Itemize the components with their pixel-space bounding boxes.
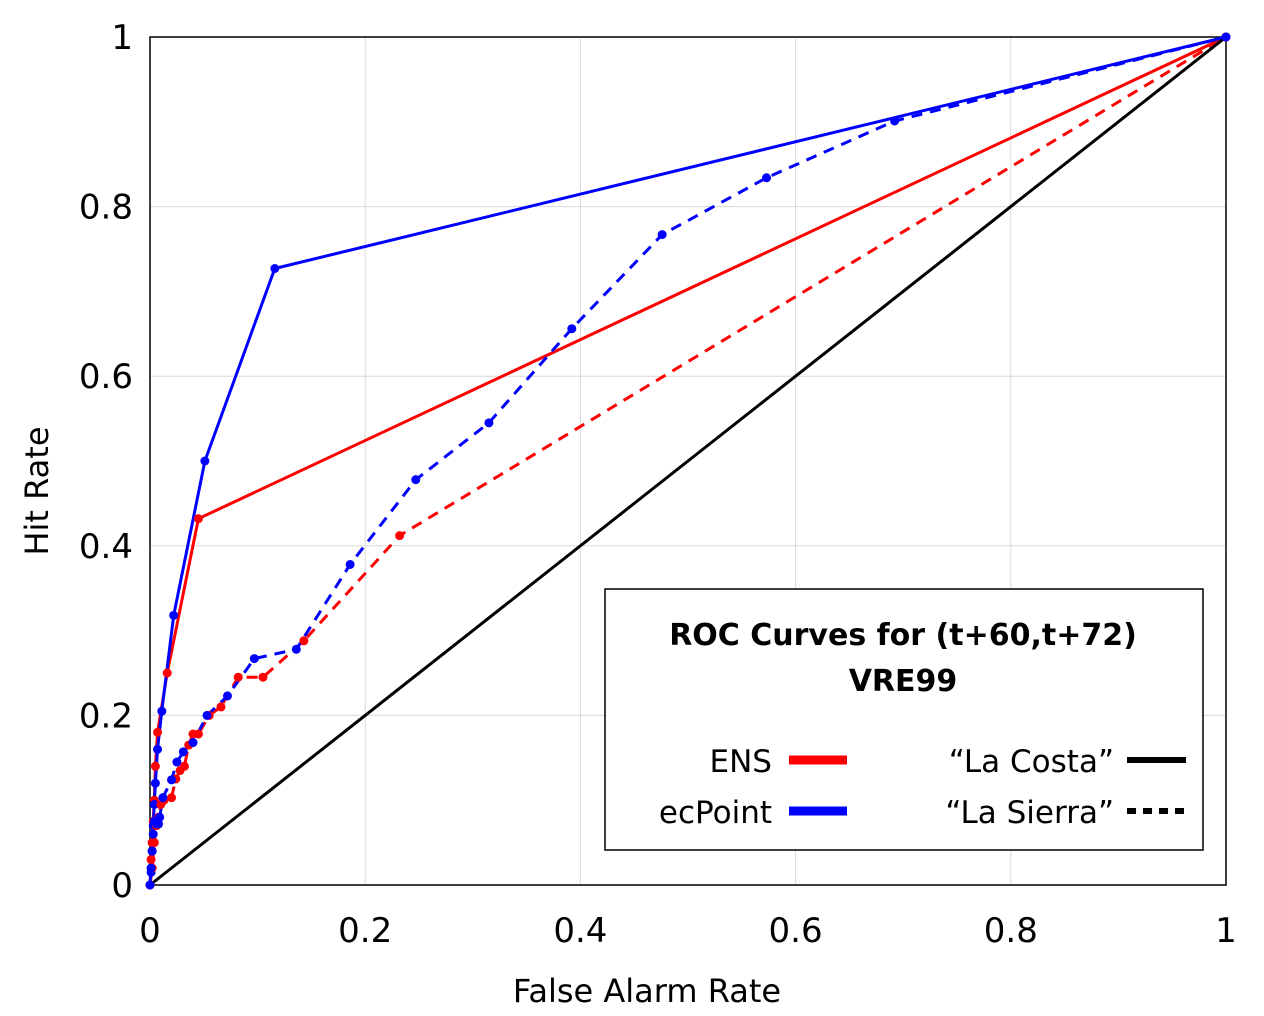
data-point-ecpoint-la-sierra [249,654,259,664]
data-point-ecpoint-la-sierra [345,559,355,569]
data-point-ecpoint-la-costa [157,706,167,716]
data-point-ecpoint-la-sierra [291,644,301,654]
data-point-ecpoint-la-sierra [762,173,772,183]
data-point-ecpoint-la-costa [200,456,210,466]
y-tick-label: 0.2 [79,696,133,736]
data-point-ens-la-sierra [193,729,203,739]
data-point-ecpoint-la-costa [149,799,159,809]
x-tick-label: 0.2 [338,911,392,951]
legend-label-ens: ENS [710,744,772,780]
data-point-ens-la-sierra [179,761,189,771]
data-point-ens-la-sierra [299,636,309,646]
x-tick-label: 0.6 [769,911,823,951]
legend-box [604,588,1204,851]
data-point-ens-la-sierra [233,672,243,682]
data-point-ecpoint-la-sierra [411,475,421,485]
x-tick-label: 0 [139,911,161,951]
data-point-ecpoint-la-costa [169,610,179,620]
legend-title-line2: VRE99 [849,664,958,699]
data-point-ecpoint-la-sierra [567,324,577,334]
data-point-ecpoint-la-sierra [484,418,494,428]
y-tick-label: 0.8 [79,188,133,228]
data-point-ens-la-sierra [216,702,226,712]
legend: ROC Curves for (t+60,t+72) VRE99 ENS ecP… [604,588,1204,851]
data-point-ens-la-sierra [167,793,177,803]
y-tick-label: 0.6 [79,357,133,397]
data-point-ecpoint-la-sierra [657,230,667,240]
y-tick-label: 0.4 [79,527,133,567]
data-point-ens-la-costa [150,761,160,771]
legend-title-line1: ROC Curves for (t+60,t+72) [669,618,1137,653]
data-point-ecpoint-la-sierra [202,710,212,720]
data-point-ecpoint-la-sierra [158,793,168,803]
plot-frame [149,36,1227,886]
series-line-reference-diagonal [149,35,1227,887]
data-point-ens-la-sierra [149,838,159,848]
data-point-ecpoint-la-sierra [145,880,155,890]
data-point-ecpoint-la-costa [270,264,280,274]
data-point-ecpoint-la-sierra [890,116,900,126]
series-markers [145,32,1231,890]
data-point-ecpoint-la-sierra [172,757,182,767]
legend-label-la-costa: “La Costa” [949,744,1114,780]
data-point-ecpoint-la-sierra [1221,32,1231,42]
data-point-ecpoint-la-costa [150,778,160,788]
data-point-ecpoint-la-sierra [147,846,157,856]
legend-label-ecpoint: ecPoint [659,795,772,831]
data-point-ecpoint-la-costa [153,744,163,754]
data-point-ens-la-costa [153,727,163,737]
x-tick-label: 0.4 [553,911,607,951]
legend-label-la-sierra: “La Sierra” [945,795,1114,831]
data-point-ecpoint-la-sierra [146,863,156,873]
data-point-ecpoint-la-sierra [167,775,177,785]
data-point-ens-la-costa [146,855,156,865]
x-tick-label: 0.8 [984,911,1038,951]
y-axis-label: Hit Rate [18,426,56,555]
data-point-ens-la-sierra [258,672,268,682]
data-point-ens-la-costa [162,668,172,678]
data-point-ecpoint-la-sierra [154,819,164,829]
data-point-ens-la-costa [193,514,203,524]
tick-labels: 0 0.2 0.4 0.6 0.8 1 0 0.2 0.4 0.6 0.8 1 [79,18,1237,951]
y-tick-label: 0 [111,866,133,906]
x-axis-label: False Alarm Rate [513,972,781,1010]
data-point-ecpoint-la-sierra [178,747,188,757]
y-tick-label: 1 [111,18,133,58]
data-point-ecpoint-la-sierra [148,829,158,839]
data-point-ecpoint-la-sierra [222,691,232,701]
data-point-ecpoint-la-sierra [155,812,165,822]
data-point-ecpoint-la-sierra [188,738,198,748]
data-point-ens-la-sierra [395,531,405,541]
x-tick-label: 1 [1215,911,1237,951]
